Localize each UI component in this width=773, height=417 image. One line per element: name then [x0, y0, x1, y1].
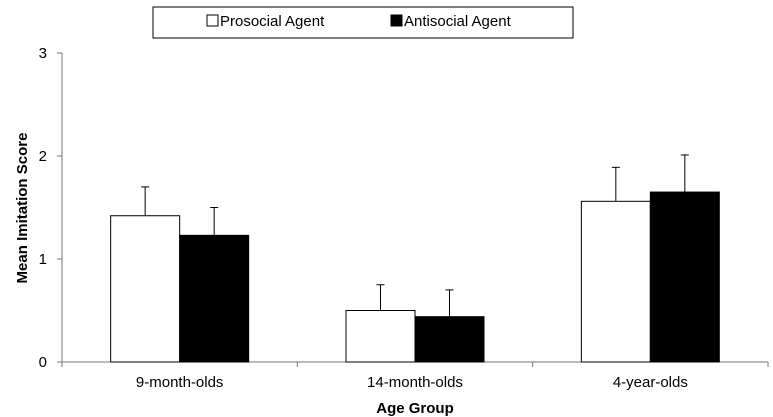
error-bars: [141, 154, 689, 317]
x-ticks: 9-month-olds 14-month-olds 4-year-olds: [61, 362, 769, 391]
legend-swatch-prosocial: [206, 14, 219, 27]
x-axis-title: Age Group: [376, 400, 454, 417]
legend-label-antisocial: Antisocial Agent: [404, 13, 512, 30]
bar-antisocial: [414, 316, 485, 363]
bar-prosocial: [110, 215, 181, 363]
bar-antisocial: [179, 234, 250, 363]
bar-antisocial: [649, 191, 720, 363]
x-tick-label: 9-month-olds: [136, 374, 224, 391]
bars: [110, 191, 720, 363]
y-tick-label: 1: [39, 251, 47, 268]
y-axis-title: Mean Imitation Score: [14, 133, 31, 284]
y-tick-label: 0: [39, 354, 47, 371]
x-tick-label: 4-year-olds: [613, 374, 688, 391]
bar-prosocial: [580, 200, 651, 363]
legend-box: [152, 6, 574, 39]
x-tick-label: 14-month-olds: [367, 374, 463, 391]
y-tick-label: 3: [39, 45, 47, 62]
legend-swatch-antisocial: [390, 14, 403, 27]
y-ticks: 0 1 2 3: [39, 45, 62, 371]
legend-label-prosocial: Prosocial Agent: [220, 13, 325, 30]
y-tick-label: 2: [39, 148, 47, 165]
bar-prosocial: [345, 310, 416, 363]
legend: Prosocial Agent Antisocial Agent: [152, 6, 574, 39]
